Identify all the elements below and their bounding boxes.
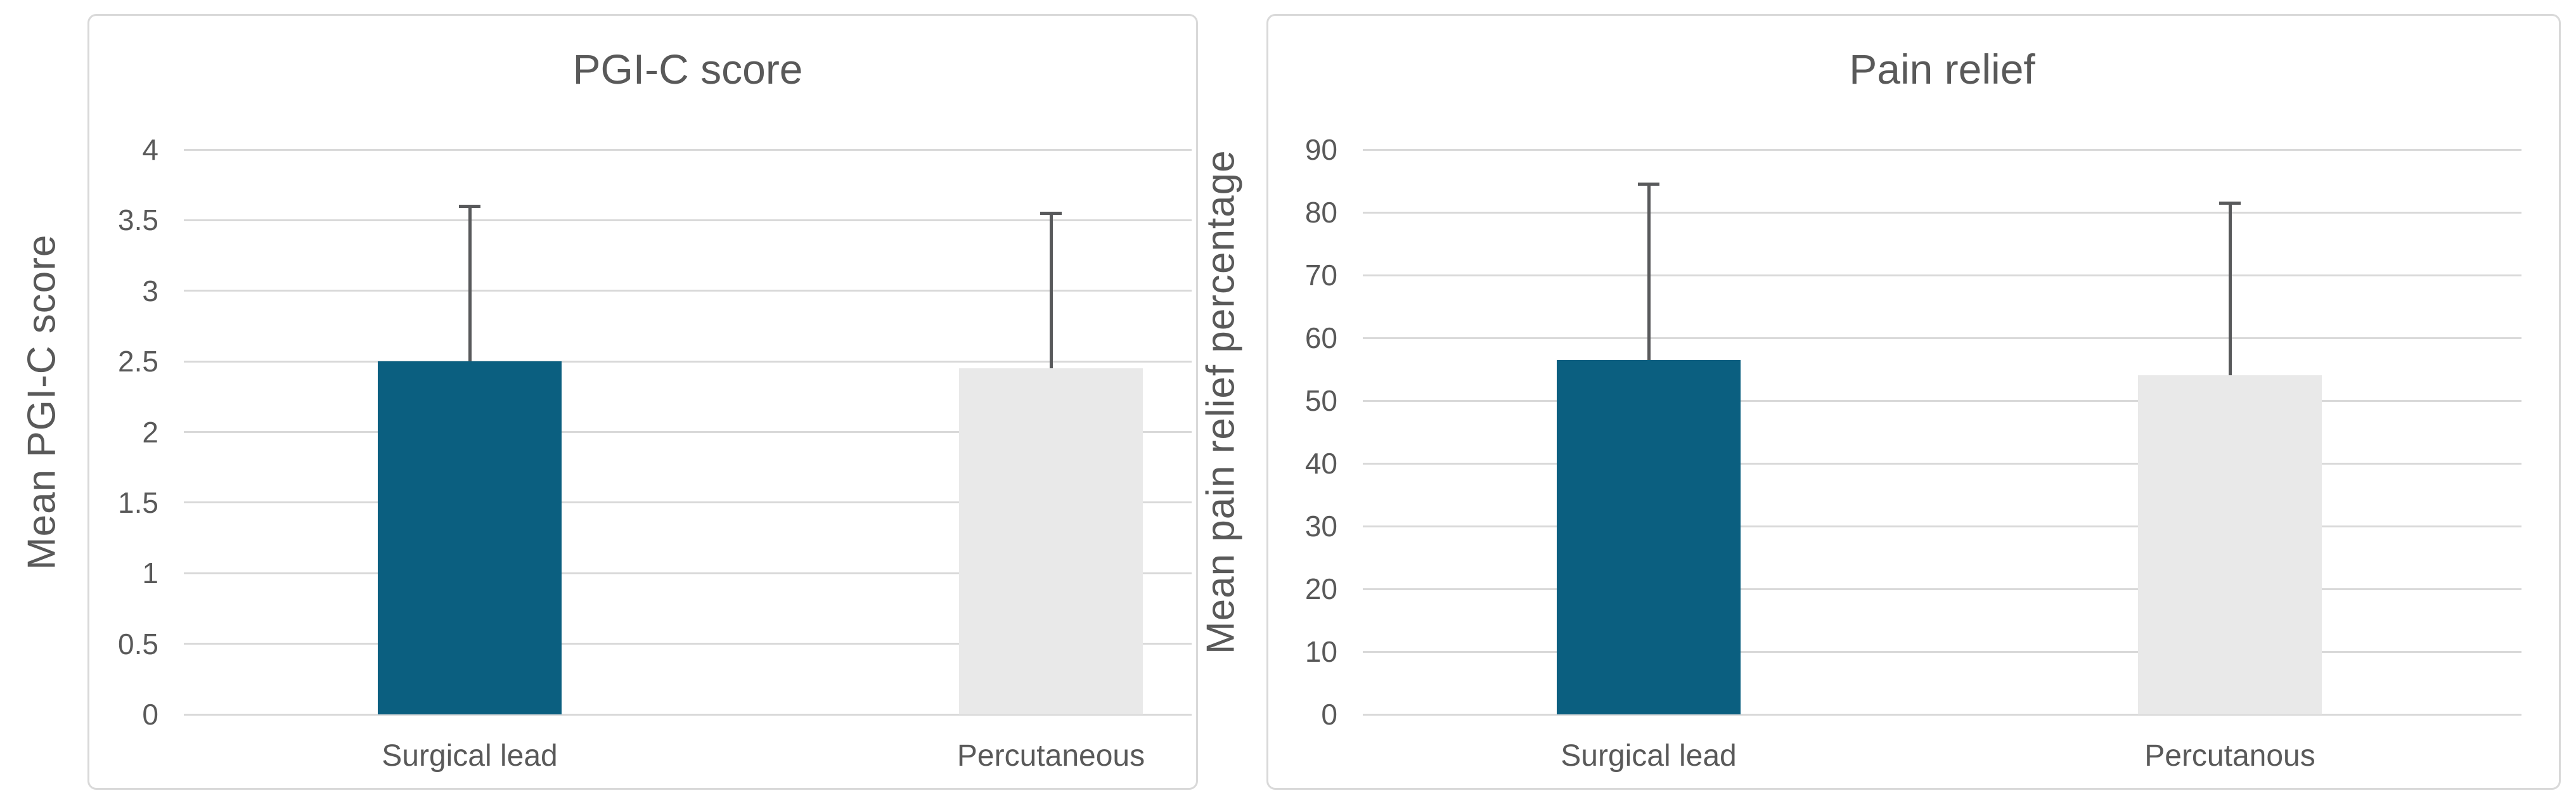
x-category-label: Percutaneous — [956, 739, 1145, 773]
x-category-label: Surgical lead — [382, 739, 558, 773]
gridline — [1363, 274, 2521, 276]
gridline — [1363, 525, 2521, 527]
error-bar-stem — [1049, 213, 1053, 369]
y-tick-label: 70 — [1304, 259, 1337, 292]
pain-relief-chart: Mean pain relief percentage Pain relief … — [1179, 0, 2576, 812]
error-bar-cap — [1638, 182, 1659, 186]
y-tick-label: 30 — [1304, 510, 1337, 543]
pain-relief-plot-area: 0 10 20 30 40 50 60 70 80 90 Surgical lead Percutan… — [1305, 135, 2521, 771]
pgic-score-chart: Mean PGI-C score PGI-C score 0 0.5 1 1.5 2 2.… — [0, 0, 1201, 812]
error-bar-stem — [2228, 203, 2232, 376]
bar-percutanous — [2138, 375, 2322, 714]
pgic-chart-title: PGI-C score — [572, 46, 803, 93]
gridline — [1363, 211, 2521, 214]
error-bar-stem — [1647, 184, 1651, 360]
pgic-plot-area: 0 0.5 1 1.5 2 2.5 3 3.5 4 Surgical lead Percutaneo… — [118, 135, 1192, 771]
y-tick-label: 20 — [1304, 572, 1337, 605]
gridline — [1363, 399, 2521, 402]
x-category-label: Surgical lead — [1561, 739, 1737, 773]
gridline — [184, 148, 1192, 151]
gridline — [184, 501, 1192, 504]
y-tick-label: 3 — [142, 274, 158, 307]
y-tick-label: 10 — [1304, 635, 1337, 668]
y-tick-label: 1 — [142, 557, 158, 590]
y-tick-label: 80 — [1304, 196, 1337, 229]
bar-surgical-lead — [1557, 359, 1741, 714]
error-bar-cap — [1040, 211, 1062, 215]
y-tick-label: 2 — [142, 415, 158, 449]
y-tick-label: 0.5 — [118, 627, 158, 661]
y-tick-label: 4 — [142, 133, 158, 166]
y-tick-label: 0 — [142, 698, 158, 731]
gridline — [184, 572, 1192, 574]
y-tick-label: 90 — [1304, 133, 1337, 166]
pgic-y-axis-title: Mean PGI-C score — [20, 234, 64, 570]
gridline — [1363, 148, 2521, 151]
y-tick-label: 1.5 — [118, 486, 158, 519]
gridline — [184, 713, 1192, 716]
y-tick-label: 3.5 — [118, 203, 158, 237]
pain-relief-chart-title: Pain relief — [1849, 46, 2035, 93]
gridline — [1363, 713, 2521, 716]
y-tick-label: 0 — [1321, 698, 1337, 731]
pgic-chart-panel: PGI-C score 0 0.5 1 1.5 2 2.5 3 3.5 4 Surgical le… — [87, 14, 1198, 790]
pain-relief-y-axis-title: Mean pain relief percentage — [1199, 150, 1243, 654]
gridline — [184, 290, 1192, 292]
y-tick-label: 60 — [1304, 321, 1337, 354]
gridline — [1363, 337, 2521, 339]
pain-relief-chart-panel: Pain relief 0 10 20 30 40 50 60 70 80 90 Surgical … — [1266, 14, 2561, 790]
x-category-label: Percutanous — [2144, 739, 2315, 773]
bar-surgical-lead — [378, 361, 562, 714]
y-tick-label: 2.5 — [118, 345, 158, 378]
y-tick-label: 50 — [1304, 384, 1337, 417]
y-tick-label: 40 — [1304, 447, 1337, 480]
gridline — [1363, 650, 2521, 653]
error-bar-cap — [2219, 201, 2241, 205]
error-bar-stem — [468, 206, 472, 362]
gridline — [1363, 588, 2521, 590]
gridline — [1363, 462, 2521, 465]
gridline — [184, 360, 1192, 363]
error-bar-cap — [459, 204, 480, 208]
bar-percutaneous — [959, 368, 1143, 714]
gridline — [184, 219, 1192, 221]
gridline — [184, 643, 1192, 645]
gridline — [184, 431, 1192, 433]
